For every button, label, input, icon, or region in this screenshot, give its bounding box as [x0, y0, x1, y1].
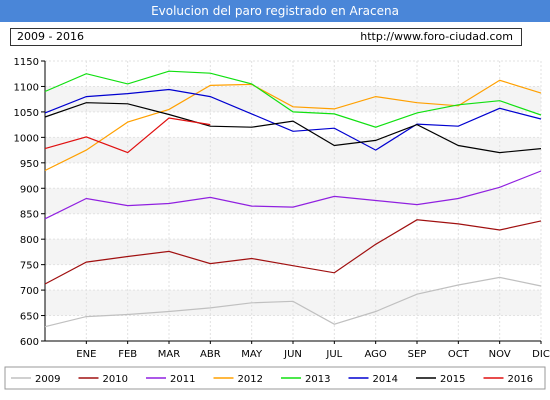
legend-label-2013: 2013 — [305, 374, 330, 385]
info-box: 2009 - 2016 http://www.foro-ciudad.com — [10, 28, 522, 46]
y-tick-label: 700 — [20, 286, 39, 297]
y-tick-label: 800 — [20, 235, 39, 246]
y-tick-label: 1150 — [14, 57, 39, 68]
x-tick-label: JUN — [283, 349, 302, 360]
x-tick-label: DIC — [532, 349, 550, 360]
site-url-link[interactable]: http://www.foro-ciudad.com — [360, 30, 513, 43]
legend-label-2009: 2009 — [35, 374, 60, 385]
chart-title: Evolucion del paro registrado en Aracena — [0, 0, 550, 22]
y-tick-label: 900 — [20, 184, 39, 195]
legend-label-2012: 2012 — [238, 374, 263, 385]
grid-band — [45, 239, 541, 265]
series-line-2011 — [44, 170, 542, 220]
y-tick-label: 600 — [20, 337, 39, 348]
x-tick-label: JUL — [325, 349, 342, 360]
x-tick-label: SEP — [408, 349, 427, 360]
y-tick-label: 1050 — [14, 108, 39, 119]
x-tick-label: ENE — [76, 349, 96, 360]
series-line-2010 — [44, 219, 542, 285]
x-tick-label: MAY — [241, 349, 263, 360]
x-tick-label: MAR — [158, 349, 180, 360]
legend-box — [4, 366, 546, 390]
legend-label-2015: 2015 — [440, 374, 465, 385]
legend-label-2014: 2014 — [373, 374, 398, 385]
x-tick-label: ABR — [200, 349, 221, 360]
series-line-2014 — [44, 88, 542, 151]
series-line-2015 — [44, 102, 542, 154]
legend-label-2010: 2010 — [103, 374, 128, 385]
y-tick-label: 650 — [20, 312, 39, 323]
x-tick-label: NOV — [489, 349, 511, 360]
y-tick-label: 750 — [20, 261, 39, 272]
series-line-2009 — [44, 276, 542, 328]
y-tick-label: 1000 — [14, 133, 39, 144]
legend-label-2016: 2016 — [508, 374, 533, 385]
series-line-2012 — [44, 79, 542, 172]
x-tick-label: FEB — [118, 349, 137, 360]
x-tick-label: AGO — [365, 349, 387, 360]
y-tick-label: 950 — [20, 159, 39, 170]
period-label: 2009 - 2016 — [17, 30, 84, 43]
y-tick-label: 850 — [20, 210, 39, 221]
series-line-2016 — [44, 117, 211, 154]
series-line-2013 — [44, 70, 542, 128]
x-tick-label: OCT — [448, 349, 470, 360]
legend-label-2011: 2011 — [170, 374, 195, 385]
y-tick-label: 1100 — [14, 82, 39, 93]
